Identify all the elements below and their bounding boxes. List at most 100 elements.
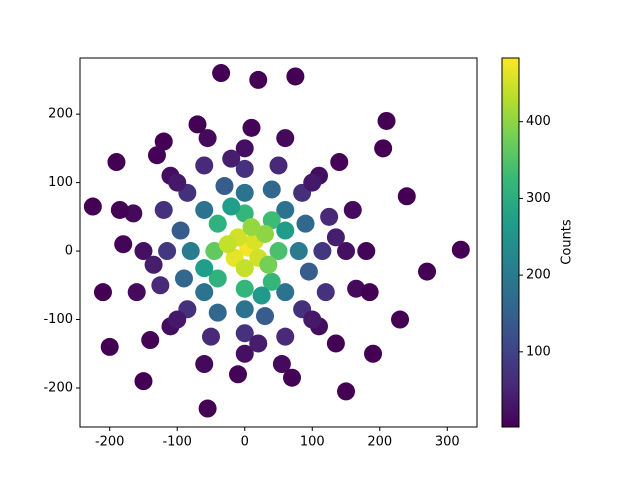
point <box>168 310 187 329</box>
point <box>276 129 295 148</box>
point <box>208 303 227 322</box>
point <box>93 283 112 302</box>
point <box>222 197 241 216</box>
point <box>235 344 254 363</box>
point <box>242 118 261 137</box>
point <box>269 156 288 175</box>
colorbar <box>501 57 520 428</box>
plot-frame <box>79 57 478 428</box>
colorbar-tick-label: 100 <box>526 344 551 359</box>
point <box>218 235 237 254</box>
point <box>195 355 214 374</box>
y-tick-label: -100 <box>43 312 73 327</box>
point <box>252 286 271 305</box>
point <box>168 173 187 192</box>
point <box>228 365 247 384</box>
point <box>158 242 177 261</box>
point <box>235 259 254 278</box>
colorbar-label: Counts <box>560 219 575 265</box>
x-tick-label: 300 <box>435 435 460 450</box>
y-tick-label: 0 <box>65 244 73 259</box>
point <box>174 269 193 288</box>
point <box>124 204 143 223</box>
point <box>100 337 119 356</box>
point <box>114 235 133 254</box>
point <box>208 269 227 288</box>
point <box>188 115 207 134</box>
x-tick-label: -200 <box>95 435 125 450</box>
point <box>289 242 308 261</box>
point <box>212 64 231 83</box>
point <box>262 272 281 291</box>
point <box>141 331 160 350</box>
point <box>195 200 214 219</box>
point <box>330 153 349 172</box>
point <box>110 200 129 219</box>
point <box>272 355 291 374</box>
point <box>296 214 315 233</box>
point <box>255 224 274 243</box>
point <box>198 129 217 148</box>
point <box>377 111 396 130</box>
point <box>337 382 356 401</box>
point <box>391 310 410 329</box>
point <box>283 368 302 387</box>
point <box>337 242 356 261</box>
point <box>320 207 339 226</box>
point <box>195 283 214 302</box>
point <box>286 67 305 86</box>
point <box>235 204 254 223</box>
point <box>451 240 470 259</box>
point <box>83 197 102 216</box>
point <box>144 255 163 274</box>
point <box>347 279 366 298</box>
point <box>107 153 126 172</box>
point <box>195 156 214 175</box>
point <box>343 200 362 219</box>
point <box>205 242 224 261</box>
x-tick-label: 0 <box>241 435 249 450</box>
point <box>215 177 234 196</box>
point <box>151 276 170 295</box>
point <box>222 149 241 168</box>
point <box>262 211 281 230</box>
point <box>360 283 379 302</box>
point <box>259 255 278 274</box>
point <box>235 324 254 343</box>
point <box>357 242 376 261</box>
point <box>326 334 345 353</box>
point <box>171 221 190 240</box>
point <box>418 262 437 281</box>
y-tick-label: 100 <box>48 175 73 190</box>
point <box>201 327 220 346</box>
point <box>374 139 393 158</box>
y-tick-label: -200 <box>43 380 73 395</box>
x-tick-label: 100 <box>300 435 325 450</box>
point <box>397 187 416 206</box>
point <box>276 200 295 219</box>
point <box>276 327 295 346</box>
point <box>154 132 173 151</box>
point <box>181 242 200 261</box>
point <box>154 200 173 219</box>
colorbar-tick-label: 200 <box>526 268 551 283</box>
point <box>249 334 268 353</box>
colorbar-tick-label: 300 <box>526 191 551 206</box>
point <box>235 300 254 319</box>
point <box>364 344 383 363</box>
point <box>242 218 261 237</box>
point <box>134 372 153 391</box>
y-tick-label: 200 <box>48 107 73 122</box>
scatter-points <box>83 64 470 418</box>
point <box>127 283 146 302</box>
x-tick-label: 200 <box>367 435 392 450</box>
point <box>235 279 254 298</box>
point <box>198 399 217 418</box>
point <box>235 139 254 158</box>
point <box>134 242 153 261</box>
point <box>235 159 254 178</box>
point <box>276 221 295 240</box>
point <box>313 242 332 261</box>
point <box>276 283 295 302</box>
